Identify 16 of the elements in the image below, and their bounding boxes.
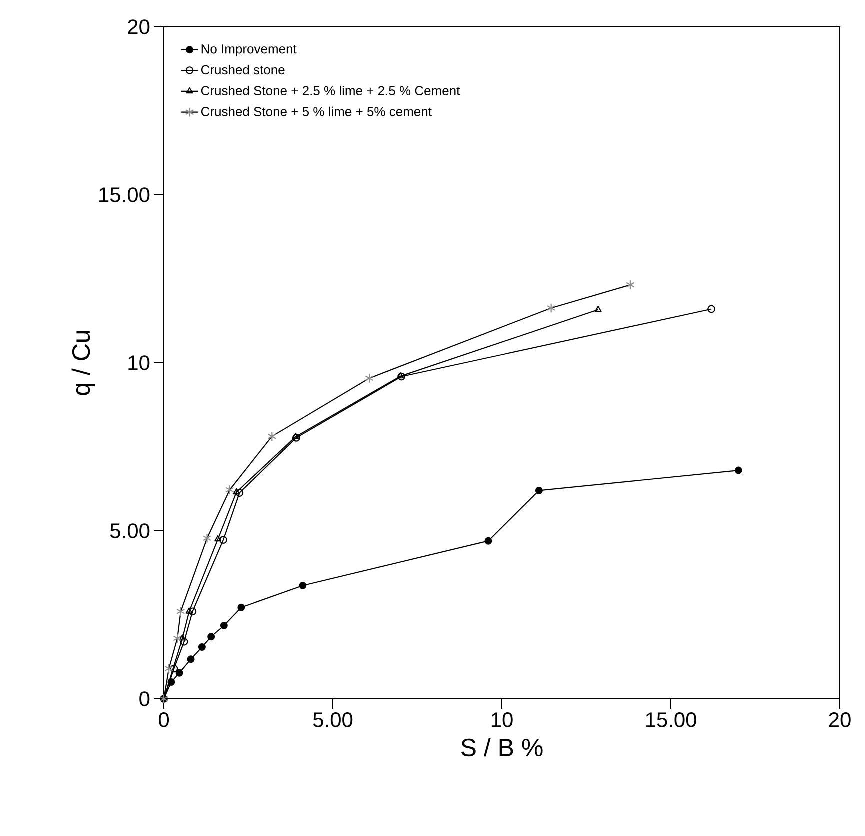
legend-label: Crushed Stone + 2.5 % lime + 2.5 % Cement xyxy=(201,86,460,96)
x-tick-label: 20 xyxy=(829,712,851,728)
y-tick-label: 5.00 xyxy=(110,524,150,538)
legend-label: No Improvement xyxy=(202,44,297,56)
y-axis-title: q / Cu xyxy=(72,331,96,396)
x-tick-label: 5.00 xyxy=(313,712,353,728)
y-tick-label: 15.00 xyxy=(100,188,150,202)
legend-label: Crushed stone xyxy=(201,65,285,75)
x-axis-title: S / B % xyxy=(461,738,543,757)
legend-label: Crushed Stone + 5 % lime + 5% cement xyxy=(201,106,432,116)
x-tick-label: 0 xyxy=(158,712,170,728)
y-tick-label: 20 xyxy=(128,20,150,34)
x-tick-label: 10 xyxy=(492,712,513,728)
y-tick-label: 10 xyxy=(128,356,150,370)
y-tick-label: 0 xyxy=(140,692,150,706)
x-tick-label: 15.00 xyxy=(646,712,696,728)
